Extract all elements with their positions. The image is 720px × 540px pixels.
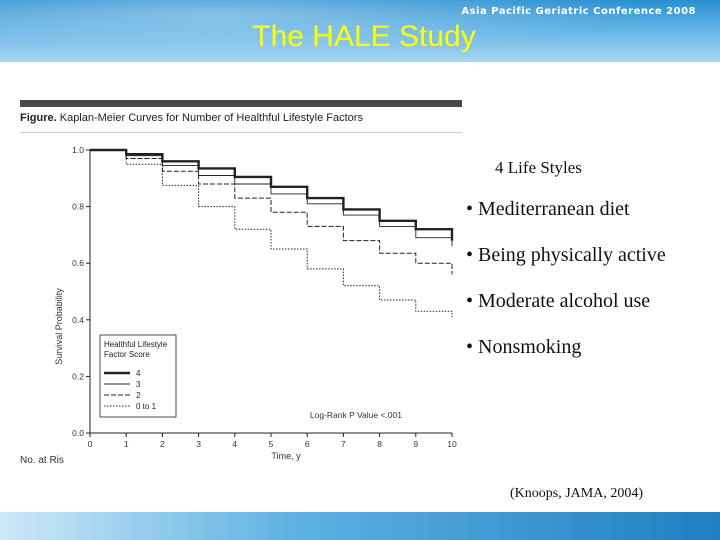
citation: (Knoops, JAMA, 2004) xyxy=(510,486,643,501)
bullet-nonsmoking: • Nonsmoking xyxy=(466,336,582,358)
bullet-moderate-alcohol: • Moderate alcohol use xyxy=(466,290,651,312)
figure-caption: Figure. Kaplan-Meier Curves for Number o… xyxy=(20,112,363,124)
title-banner xyxy=(0,0,720,62)
survival-curve-4 xyxy=(90,148,454,241)
x-tick-label: 6 xyxy=(305,439,310,449)
x-tick-label: 5 xyxy=(269,439,274,449)
survival-curve-2 xyxy=(90,149,453,275)
number-at-risk-label: No. at Ris xyxy=(20,455,64,466)
x-tick-label: 9 xyxy=(413,439,418,449)
y-tick-label: 0.4 xyxy=(72,315,84,325)
y-tick-label: 0.8 xyxy=(72,202,84,212)
x-tick-label: 2 xyxy=(160,439,165,449)
x-tick-label: 10 xyxy=(447,439,457,449)
life-styles-heading: 4 Life Styles xyxy=(495,158,582,177)
x-tick-label: 8 xyxy=(377,439,382,449)
bullet-physically-active: • Being physically active xyxy=(466,244,666,266)
figure-header-bar xyxy=(20,100,462,107)
x-tick-label: 0 xyxy=(88,439,93,449)
legend-entry: 4 xyxy=(136,369,141,378)
y-tick-label: 0.2 xyxy=(72,371,84,381)
survival-curve-3 xyxy=(90,149,453,247)
legend-entry: 3 xyxy=(136,380,141,389)
kaplan-meier-chart: 0.0 0.2 0.4 0.6 0.8 1.0 0 1 2 3 4 5 6 7 8 9 10 Healthful… xyxy=(54,145,457,461)
legend-box xyxy=(99,334,177,418)
x-tick-label: 7 xyxy=(341,439,346,449)
y-tick-label: 0.0 xyxy=(72,428,84,438)
y-tick-label: 0.6 xyxy=(72,258,84,268)
x-tick-label: 1 xyxy=(124,439,129,449)
legend-title: Healthful Lifestyle xyxy=(104,340,168,349)
chart-curves xyxy=(90,148,454,317)
figure-caption-label: Figure. xyxy=(20,112,57,124)
chart-ticks: 0.0 0.2 0.4 0.6 0.8 1.0 0 1 2 3 4 5 6 7 8 9 10 xyxy=(72,145,457,449)
legend-title: Factor Score xyxy=(104,350,150,359)
log-rank-annotation: Log-Rank P Value <.001 xyxy=(310,410,402,420)
footer-bar xyxy=(0,512,720,540)
legend-entry: 0 to 1 xyxy=(136,402,157,411)
legend-entry: 2 xyxy=(136,391,141,400)
bullet-mediterranean-diet: • Mediterranean diet xyxy=(466,198,630,220)
footer-conference-name: Asia Pacific Geriatric Conference 2008 xyxy=(461,6,696,17)
y-axis-label: Survival Probability xyxy=(54,288,64,365)
figure-divider xyxy=(20,132,462,133)
x-axis-label: Time, y xyxy=(271,451,301,461)
x-tick-label: 4 xyxy=(232,439,237,449)
figure-caption-text: Kaplan-Meier Curves for Number of Health… xyxy=(59,112,363,124)
slide-title: The HALE Study xyxy=(252,20,476,53)
survival-curve-0-to-1 xyxy=(90,149,453,317)
y-tick-label: 1.0 xyxy=(72,145,84,155)
x-tick-label: 3 xyxy=(196,439,201,449)
